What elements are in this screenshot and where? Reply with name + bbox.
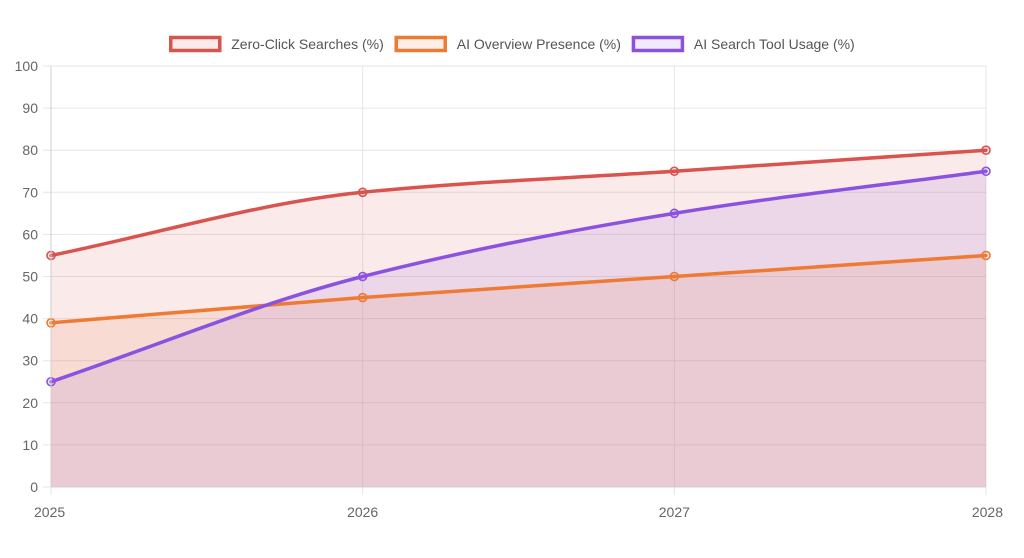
legend-item-zero-click-searches[interactable]: Zero-Click Searches (%) <box>169 35 384 53</box>
y-tick-label: 50 <box>22 269 38 285</box>
y-tick-label: 70 <box>22 184 38 200</box>
y-tick-label: 30 <box>22 353 38 369</box>
data-point-ai-overview-presence-2026[interactable] <box>357 292 368 303</box>
series-area-ai-search-tool-usage <box>51 171 986 487</box>
legend-label-ai-search-tool-usage: AI Search Tool Usage (%) <box>694 36 855 52</box>
data-point-zero-click-searches-2028[interactable] <box>981 145 991 155</box>
series-line-ai-search-tool-usage <box>49 169 988 384</box>
chart-legend: Zero-Click Searches (%) AI Overview Prese… <box>169 35 855 53</box>
legend-label-zero-click-searches: Zero-Click Searches (%) <box>231 36 383 52</box>
chart-area-fills <box>51 150 986 487</box>
series-area-zero-click-searches <box>51 150 986 487</box>
x-tick-label: 2028 <box>972 504 1003 520</box>
series-line-zero-click-searches <box>49 148 988 258</box>
legend-item-ai-search-tool-usage[interactable]: AI Search Tool Usage (%) <box>631 35 855 53</box>
y-tick-label: 60 <box>22 226 38 242</box>
x-tick-label: 2025 <box>34 504 65 520</box>
legend-swatch-ai-overview-presence <box>394 35 447 53</box>
y-tick-label: 40 <box>22 311 38 327</box>
y-tick-label: 80 <box>22 142 38 158</box>
x-tick-label: 2026 <box>347 504 378 520</box>
y-tick-label: 10 <box>22 437 38 453</box>
y-tick-label: 90 <box>22 100 38 116</box>
data-point-ai-search-tool-usage-2026[interactable] <box>357 271 368 282</box>
legend-item-ai-overview-presence[interactable]: AI Overview Presence (%) <box>394 35 621 53</box>
y-tick-label: 0 <box>30 479 38 495</box>
chart-axes: 0 10 20 30 40 50 60 70 80 90 100 2025 2026 2027 2028 <box>15 58 1004 520</box>
series-line-ai-overview-presence <box>49 253 988 325</box>
legend-swatch-zero-click-searches <box>169 35 222 53</box>
chart-series-lines <box>49 148 988 384</box>
y-tick-label: 20 <box>22 395 38 411</box>
series-area-ai-overview-presence <box>51 255 986 487</box>
legend-label-ai-overview-presence: AI Overview Presence (%) <box>457 36 621 52</box>
data-point-ai-overview-presence-2027[interactable] <box>669 271 680 282</box>
data-point-ai-search-tool-usage-2028[interactable] <box>981 166 991 177</box>
data-point-zero-click-searches-2027[interactable] <box>669 166 680 177</box>
x-tick-label: 2027 <box>659 504 690 520</box>
data-point-ai-overview-presence-2028[interactable] <box>981 250 991 261</box>
data-point-ai-search-tool-usage-2027[interactable] <box>669 208 680 219</box>
legend-swatch-ai-search-tool-usage <box>631 35 685 53</box>
y-tick-label: 100 <box>15 58 39 74</box>
data-point-zero-click-searches-2026[interactable] <box>357 187 368 198</box>
